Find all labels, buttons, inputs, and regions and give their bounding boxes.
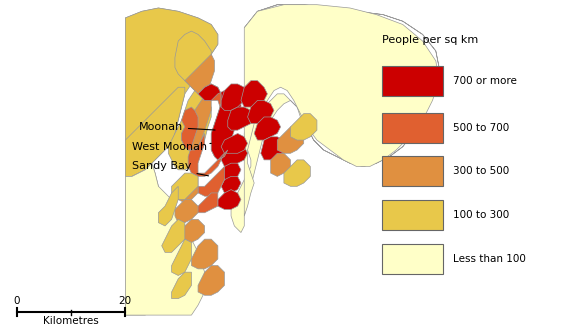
Bar [382,113,443,143]
Bar [382,200,443,230]
Polygon shape [171,239,191,275]
Text: 20: 20 [119,296,132,306]
Text: Less than 100: Less than 100 [453,254,526,264]
Polygon shape [231,5,439,232]
Text: 300 to 500: 300 to 500 [453,166,510,176]
Polygon shape [125,163,171,315]
Polygon shape [221,163,241,180]
Polygon shape [221,134,248,153]
Text: People per sq km: People per sq km [382,35,478,45]
Polygon shape [175,176,198,203]
Bar [382,157,443,186]
Polygon shape [248,101,274,124]
Text: 0: 0 [13,296,20,306]
Polygon shape [290,114,317,140]
Polygon shape [198,166,224,196]
Text: Sandy Bay: Sandy Bay [132,162,209,176]
Polygon shape [171,272,191,299]
Polygon shape [125,8,218,140]
Polygon shape [198,265,224,295]
Polygon shape [168,31,211,170]
Polygon shape [175,199,198,223]
Polygon shape [125,163,205,315]
Polygon shape [181,54,214,150]
Polygon shape [181,107,228,176]
Polygon shape [228,107,254,130]
Polygon shape [277,127,304,153]
Polygon shape [244,5,439,216]
Polygon shape [284,160,310,186]
Text: 700 or more: 700 or more [453,76,517,86]
Polygon shape [125,8,218,176]
Polygon shape [125,87,185,176]
Polygon shape [221,176,241,193]
Bar [382,244,443,274]
Text: 100 to 300: 100 to 300 [453,210,510,220]
Text: Moonah: Moonah [139,122,215,132]
Polygon shape [271,153,290,176]
Polygon shape [162,219,185,252]
Polygon shape [198,84,241,160]
Polygon shape [198,84,228,160]
Polygon shape [241,81,267,107]
Text: Kilometres: Kilometres [43,316,99,326]
Polygon shape [254,117,281,140]
Polygon shape [221,144,248,166]
Polygon shape [195,193,218,213]
Text: 500 to 700: 500 to 700 [453,123,510,133]
Polygon shape [171,173,198,199]
Bar [382,66,443,96]
Polygon shape [261,137,287,160]
Polygon shape [191,239,218,269]
Polygon shape [218,189,241,209]
Polygon shape [221,84,248,110]
Text: West Moonah: West Moonah [132,142,211,152]
Polygon shape [159,186,178,226]
Polygon shape [181,219,205,242]
